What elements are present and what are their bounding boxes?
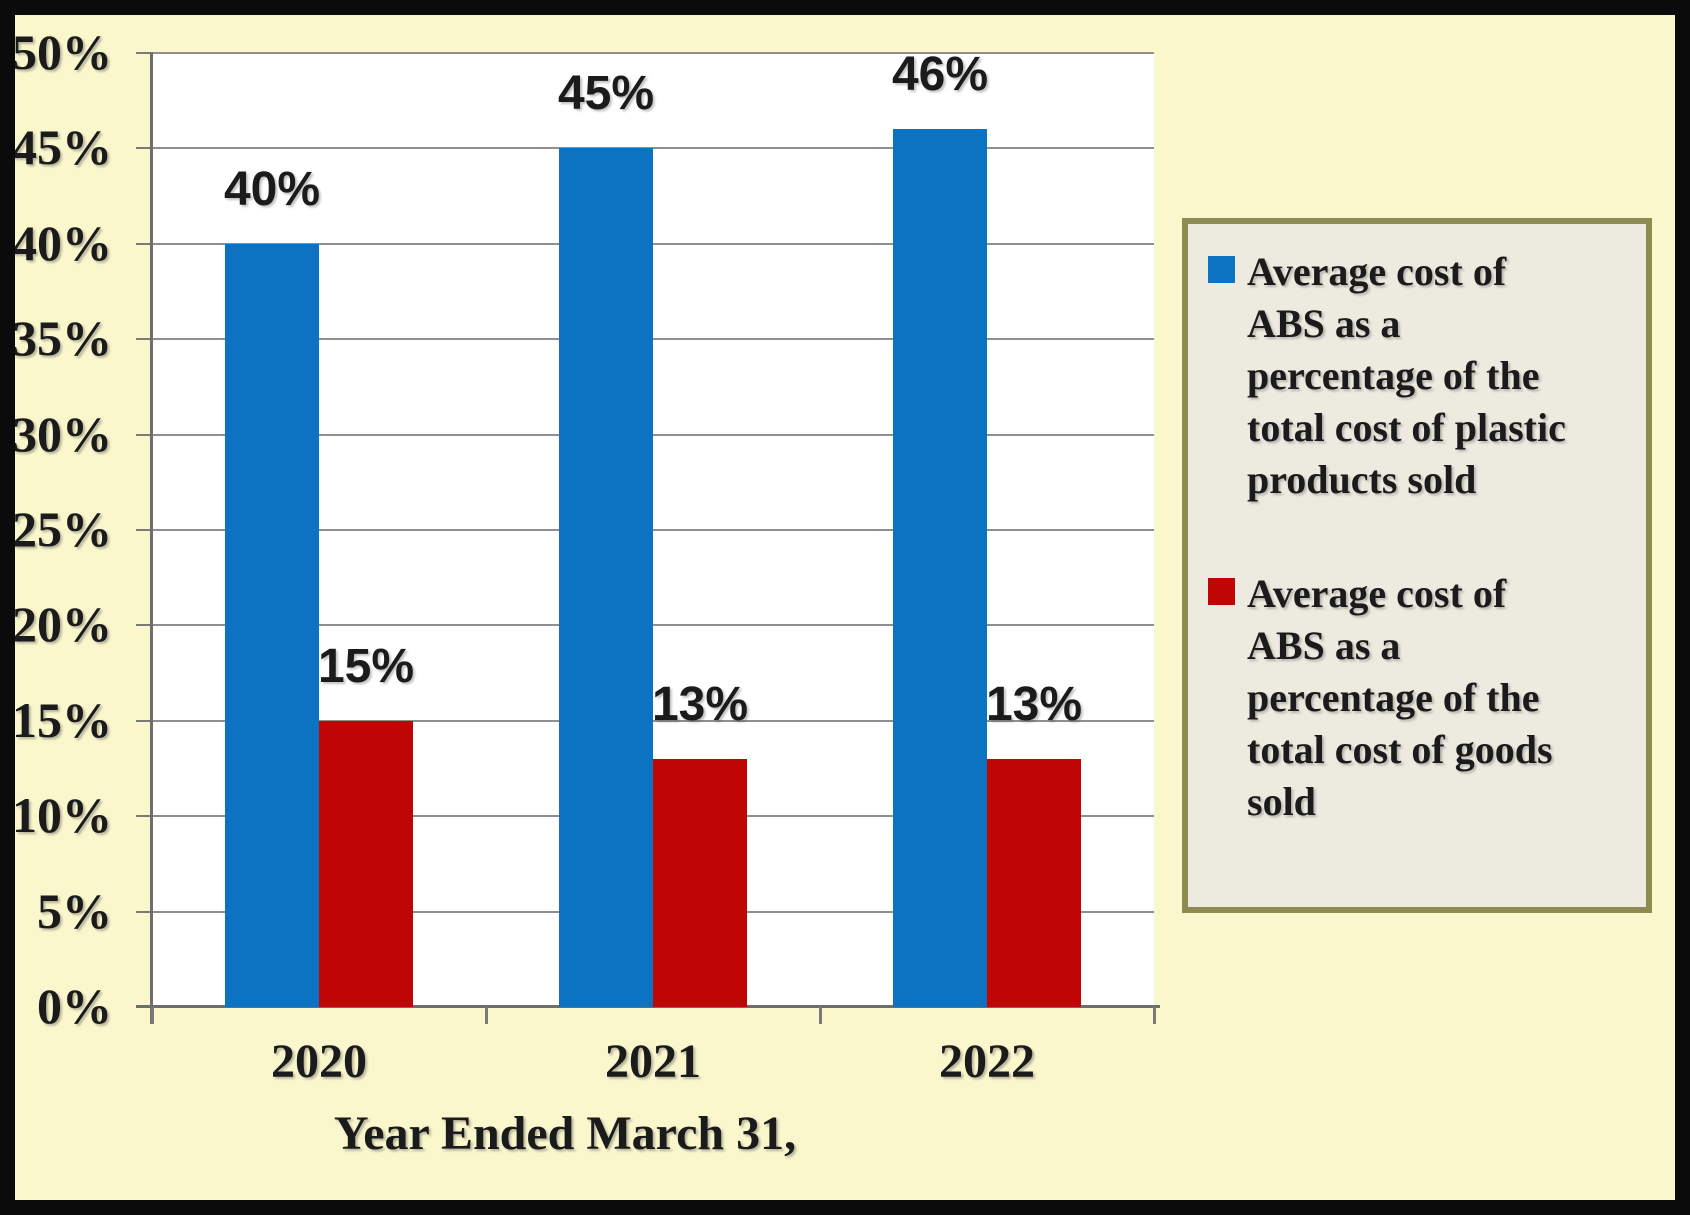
y-axis-tick-40: [136, 242, 153, 245]
x-axis-tick-0: [151, 1007, 154, 1024]
legend: Average cost of ABS as a percentage of t…: [1182, 218, 1652, 913]
gridline-45: [152, 147, 1154, 150]
gridline-30: [152, 433, 1154, 436]
bar-2022-blue: [893, 129, 987, 1007]
y-axis-tick-label-5: 5%: [37, 882, 112, 939]
bar-2021-red: [653, 758, 747, 1007]
x-axis-category-label-2020: 2020: [271, 1035, 367, 1088]
x-axis-tick-1: [485, 1007, 488, 1024]
y-axis-line: [150, 53, 153, 1024]
bar-2021-blue: [559, 148, 653, 1007]
y-axis-tick-label-10: 10%: [12, 787, 112, 844]
bar-value-label-2021-blue: 45%: [557, 67, 655, 121]
legend-label-plastic-products: Average cost of ABS as a percentage of t…: [1247, 249, 1566, 502]
y-axis-tick-20: [136, 624, 153, 627]
x-axis-tick-2: [819, 1007, 822, 1024]
y-axis-tick-label-0: 0%: [37, 978, 112, 1034]
legend-entry-plastic-products: Average cost of ABS as a percentage of t…: [1208, 246, 1628, 506]
x-axis-tick-3: [1153, 1007, 1156, 1024]
bar-2020-blue: [225, 243, 319, 1007]
y-axis-tick-25: [136, 529, 153, 531]
y-axis-tick-label-50: 50%: [12, 24, 112, 80]
bar-value-label-2022-blue: 46%: [891, 48, 989, 102]
gridline-25: [152, 529, 1154, 531]
legend-marker-blue-square: [1208, 256, 1235, 283]
y-axis-tick-30: [136, 433, 153, 436]
bar-value-label-2020-red: 15%: [317, 639, 415, 693]
bar-value-label-2020-blue: 40%: [223, 162, 321, 216]
bar-value-label-2021-red: 13%: [651, 677, 749, 731]
gridline-50: [152, 52, 1154, 54]
legend-marker-red-square: [1208, 578, 1235, 605]
y-axis-tick-label-20: 20%: [12, 596, 112, 653]
bar-2020-red: [319, 720, 413, 1007]
legend-entry-goods-sold: Average cost of ABS as a percentage of t…: [1208, 568, 1628, 828]
x-axis-category-label-2021: 2021: [605, 1035, 701, 1088]
gridline-20: [152, 624, 1154, 627]
bar-value-label-2022-red: 13%: [985, 677, 1083, 731]
legend-label-goods-sold: Average cost of ABS as a percentage of t…: [1247, 571, 1553, 824]
y-axis-tick-5: [136, 910, 153, 913]
y-axis-tick-label-45: 45%: [12, 119, 112, 176]
y-axis-tick-45: [136, 147, 153, 150]
y-axis-tick-35: [136, 338, 153, 341]
y-axis-tick-label-15: 15%: [12, 691, 112, 748]
x-axis-category-label-2022: 2022: [939, 1035, 1035, 1088]
gridline-35: [152, 338, 1154, 341]
x-axis-title: Year Ended March 31,: [333, 1107, 797, 1160]
y-axis-tick-label-25: 25%: [12, 501, 112, 557]
y-axis-tick-10: [136, 815, 153, 818]
bar-2022-red: [987, 758, 1081, 1007]
y-axis-tick-label-30: 30%: [12, 405, 112, 462]
y-axis-tick-label-40: 40%: [12, 214, 112, 271]
gridline-15: [152, 719, 1154, 722]
y-axis-tick-50: [136, 52, 153, 54]
gridline-40: [152, 242, 1154, 245]
y-axis-tick-15: [136, 719, 153, 722]
y-axis-tick-label-35: 35%: [12, 310, 112, 367]
